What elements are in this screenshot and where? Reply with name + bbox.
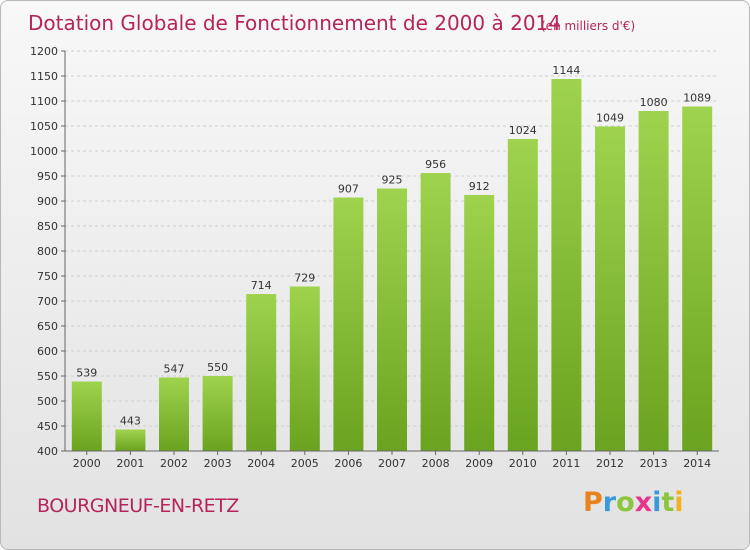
- data-label: 1144: [552, 64, 580, 77]
- data-label: 443: [120, 415, 141, 428]
- y-tick-label: 600: [37, 345, 58, 358]
- chart-title: Dotation Globale de Fonctionnement de 20…: [28, 11, 561, 35]
- data-label: 729: [294, 272, 315, 285]
- bar: [202, 376, 233, 451]
- data-label: 1049: [596, 112, 624, 125]
- logo-letter: i: [652, 487, 662, 518]
- logo-letter: o: [616, 487, 635, 518]
- y-tick-label: 1050: [30, 120, 58, 133]
- bar: [246, 294, 277, 451]
- bar: [464, 195, 495, 451]
- bar: [595, 126, 625, 451]
- x-tick-label: 2000: [73, 457, 101, 470]
- y-tick-label: 1000: [30, 145, 58, 158]
- x-tick-label: 2010: [509, 457, 537, 470]
- chart-subtitle: (en milliers d'€): [541, 19, 635, 33]
- x-tick-label: 2007: [378, 457, 406, 470]
- data-label: 550: [207, 361, 228, 374]
- bar: [507, 139, 538, 451]
- logo-letter: P: [583, 487, 603, 518]
- data-label: 547: [164, 363, 185, 376]
- axes: 400 450 500 550 600 650 700 750 800 850 900 950 1000…: [30, 45, 719, 470]
- x-tick-label: 2009: [465, 457, 493, 470]
- y-tick-label: 1200: [30, 45, 58, 58]
- x-tick-label: 2012: [596, 457, 624, 470]
- data-label: 1080: [640, 96, 668, 109]
- x-tick-label: 2014: [683, 457, 711, 470]
- data-label: 1089: [683, 92, 711, 105]
- y-tick-label: 650: [37, 320, 58, 333]
- data-label: 539: [76, 367, 97, 380]
- data-label: 1024: [509, 124, 537, 137]
- y-tick-label: 450: [37, 420, 58, 433]
- data-label: 956: [425, 158, 446, 171]
- bar: [289, 286, 320, 451]
- bar: [682, 106, 713, 451]
- x-tick-label: 2013: [640, 457, 668, 470]
- x-tick-label: 2002: [160, 457, 188, 470]
- y-tick-label: 400: [37, 445, 58, 458]
- logo-letter: x: [634, 487, 653, 518]
- logo-letter: t: [661, 487, 675, 518]
- y-tick-label: 700: [37, 295, 58, 308]
- y-tick-label: 800: [37, 245, 58, 258]
- bar: [420, 173, 451, 451]
- x-tick-label: 2004: [247, 457, 275, 470]
- bar: [159, 377, 189, 451]
- data-label: 907: [338, 183, 359, 196]
- logo-letter: r: [602, 487, 617, 518]
- y-tick-label: 950: [37, 170, 58, 183]
- x-tick-label: 2001: [116, 457, 144, 470]
- data-label: 912: [469, 180, 490, 193]
- data-labels: 539 443 547 550 714 729 907 925 956 912 1024 1144 10…: [76, 64, 711, 428]
- x-tick-label: 2008: [422, 457, 450, 470]
- data-label: 714: [251, 279, 272, 292]
- bar: [71, 381, 102, 451]
- y-tick-label: 550: [37, 370, 58, 383]
- bars: [71, 79, 713, 451]
- y-tick-label: 900: [37, 195, 58, 208]
- x-tick-label: 2006: [334, 457, 362, 470]
- y-tick-label: 1150: [30, 70, 58, 83]
- x-tick-label: 2005: [291, 457, 319, 470]
- x-tick-label: 2003: [204, 457, 232, 470]
- bar: [115, 429, 146, 451]
- commune-name: BOURGNEUF-EN-RETZ: [37, 495, 239, 517]
- y-tick-label: 1100: [30, 95, 58, 108]
- y-tick-label: 850: [37, 220, 58, 233]
- proxiti-logo: Proxiti: [583, 487, 684, 518]
- y-tick-label: 500: [37, 395, 58, 408]
- y-tick-label: 750: [37, 270, 58, 283]
- logo-letter: i: [674, 487, 684, 518]
- bar: [377, 188, 407, 451]
- data-label: 925: [382, 174, 403, 187]
- bar: [333, 197, 364, 451]
- bar: [638, 111, 669, 451]
- bar: [551, 79, 582, 451]
- x-tick-label: 2011: [552, 457, 580, 470]
